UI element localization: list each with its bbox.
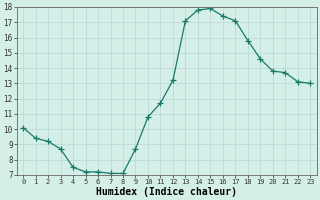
X-axis label: Humidex (Indice chaleur): Humidex (Indice chaleur) [96,186,237,197]
